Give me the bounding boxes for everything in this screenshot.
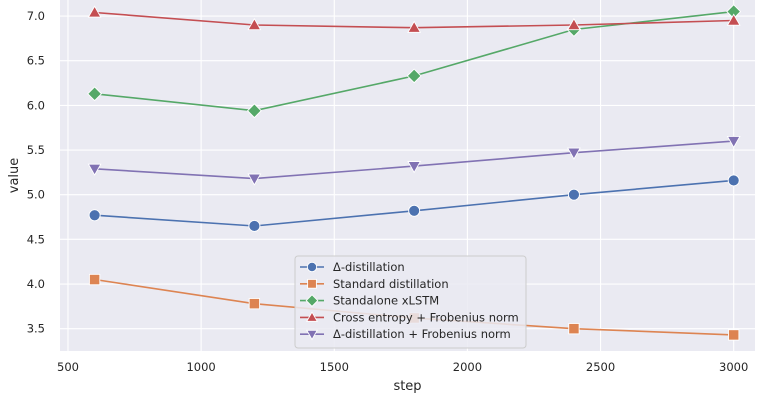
y-axis-label: value [7,158,22,194]
grid-lines [60,0,755,351]
data-point [88,209,101,222]
data-point [248,219,261,232]
data-point [247,173,262,186]
data-point [87,163,102,176]
y-tick-label: 7.0 [27,9,45,23]
legend-marker [305,329,319,341]
data-point [88,273,101,286]
data-point [408,204,421,217]
y-tick-label: 6.0 [27,98,45,112]
x-tick-label: 1000 [186,360,215,374]
data-point [247,17,262,31]
data-point [568,323,580,335]
x-tick-label: 3000 [719,360,748,374]
legend-label: Standalone xLSTM [333,294,439,308]
legend-label: Standard distillation [333,277,449,291]
x-tick-label: 500 [57,360,79,374]
y-tick-label: 5.5 [27,143,45,157]
data-point [87,5,102,18]
legend: Δ-distillation Standard distillation Stand… [294,255,527,349]
legend-marker [305,294,319,308]
y-tick-label: 5.0 [27,188,45,202]
data-point [566,147,581,160]
data-point [407,20,422,33]
data-point [726,136,741,149]
data-point [727,174,740,187]
data-point [406,68,422,84]
data-point [246,103,262,119]
y-tick-label: 6.5 [27,54,45,68]
data-point [566,17,581,31]
data-point [248,298,261,310]
data-point [567,188,580,201]
data-point [726,13,741,26]
x-tick-label: 2500 [586,360,615,374]
tick-labels: 500 1000 1500 2000 2500 3000 3.5 4.0 4.5 5.0 5.5 6.… [27,9,749,374]
y-tick-label: 3.5 [27,322,45,336]
series-0 [88,174,740,232]
data-point [87,86,103,102]
series-4 [87,136,741,186]
data-point [728,329,740,341]
data-point [407,161,422,174]
y-tick-label: 4.5 [27,232,45,246]
legend-label: Δ-distillation [333,260,405,274]
x-axis-label: step [393,379,421,394]
series-3 [87,5,741,33]
legend-marker [305,311,319,322]
legend-item: Cross entropy + Frobenius norm [300,310,519,324]
legend-box [294,255,527,349]
x-tick-label: 1500 [320,360,349,374]
y-tick-label: 4.0 [27,277,45,291]
legend-item: Standalone xLSTM [300,294,439,308]
legend-marker [306,261,318,273]
legend-item: Δ-distillation + Frobenius norm [300,327,511,341]
legend-label: Cross entropy + Frobenius norm [333,310,519,324]
x-tick-label: 2000 [453,360,482,374]
legend-item: Δ-distillation [300,260,405,274]
legend-label: Δ-distillation + Frobenius norm [333,327,511,341]
legend-item: Standard distillation [300,277,449,291]
legend-marker [307,278,317,289]
